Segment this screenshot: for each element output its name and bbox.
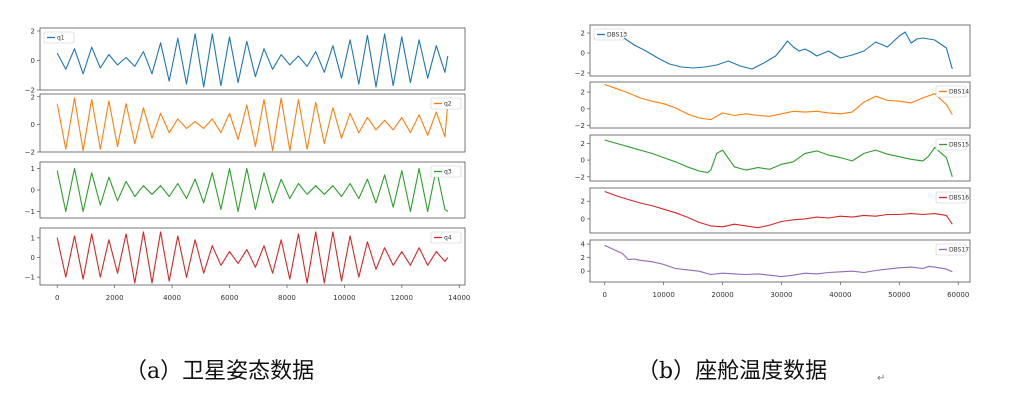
y-tick-label: 0 (31, 121, 35, 129)
y-tick-label: 0 (581, 105, 585, 113)
x-tick-label: 0 (602, 291, 606, 299)
legend-box (935, 191, 967, 204)
subplot-dbs13: 2 0 −2 DBS13 (575, 24, 971, 78)
legend-label: DBS13 (607, 32, 627, 39)
legend-label: DBS16 (949, 195, 969, 202)
x-tick-label: 60000 (947, 291, 969, 299)
x-tick-label: 10000 (333, 294, 355, 302)
x-tick-label: 2000 (106, 294, 124, 302)
y-tick-label: 2 (31, 27, 35, 35)
y-tick-label: 2 (581, 198, 585, 206)
legend-box (43, 31, 75, 44)
x-tick-label: 6000 (221, 294, 239, 302)
paragraph-mark-icon: ↵ (877, 373, 885, 384)
legend-label: DBS14 (949, 89, 969, 96)
legend-label: q1 (57, 35, 65, 42)
series-line-q4 (56, 231, 449, 284)
legend-box (935, 85, 967, 98)
y-tick-label: 2 (581, 254, 585, 262)
axes-frame (589, 81, 971, 129)
legend-label: q2 (444, 101, 452, 108)
axes-frame (589, 187, 971, 234)
legend-box (430, 97, 462, 110)
subplot-q3: 1 0 −1 q3 (25, 161, 466, 219)
y-tick-label: −2 (575, 173, 585, 181)
x-tick-label: 30000 (770, 291, 792, 299)
x-tick-label: 4000 (163, 294, 181, 302)
series-line-dbs15 (604, 139, 953, 177)
legend-label: DBS17 (949, 247, 969, 254)
y-tick-label: 2 (581, 89, 585, 97)
y-tick-label: −1 (25, 208, 35, 216)
y-tick-label: 0 (581, 50, 585, 58)
subplot-q4: 1 0 −1 0 2000 4000 6000 8000 10000 12000 14000 q4 (25, 227, 470, 302)
y-tick-label: −2 (575, 70, 585, 78)
y-tick-label: 1 (31, 234, 35, 242)
y-tick-label: 0 (581, 157, 585, 165)
legend-box (430, 165, 462, 178)
subplot-dbs17: 4 2 0 0 10000 20000 30000 40000 50000 60000 DBS17 (581, 239, 971, 299)
y-tick-label: 2 (581, 30, 585, 38)
series-line-q3 (56, 167, 449, 213)
legend: DBS16 (935, 191, 969, 204)
subplot-q1: 2 0 −2 q1 (25, 27, 466, 95)
caption-a: （a）卫星姿态数据 (125, 359, 314, 384)
x-tick-label: 0 (55, 294, 59, 302)
y-tick-label: 1 (31, 165, 35, 173)
series-line-dbs14 (604, 83, 953, 121)
subplot-q2: 2 0 −2 q2 (25, 93, 466, 157)
legend: q2 (430, 97, 462, 110)
y-tick-label: −2 (25, 149, 35, 157)
series-line-q2 (56, 97, 449, 152)
legend-label: q3 (444, 169, 452, 176)
legend: DBS17 (935, 243, 969, 256)
legend: DBS15 (935, 138, 969, 151)
series-line-dbs17 (604, 244, 953, 278)
y-tick-label: −1 (25, 274, 35, 282)
y-tick-label: 2 (581, 140, 585, 148)
axes-frame (589, 134, 971, 182)
caption-b: （b）座舱温度数据 (637, 359, 827, 384)
subplot-dbs16: 2 0 DBS16 (581, 187, 971, 234)
x-tick-label: 40000 (829, 291, 851, 299)
x-tick-label: 12000 (391, 294, 413, 302)
legend-box (935, 138, 967, 151)
legend: DBS13 (593, 28, 627, 41)
axes-frame (39, 93, 466, 153)
y-tick-label: 2 (31, 93, 35, 101)
x-tick-label: 14000 (448, 294, 470, 302)
legend: q3 (430, 165, 462, 178)
subplot-dbs14: 2 0 −2 DBS14 (575, 81, 971, 130)
x-tick-label: 20000 (711, 291, 733, 299)
legend: q4 (430, 231, 462, 244)
chart-b-cabin-temperature: 2 0 −2 DBS13 2 0 −2 DBS14 2 0 −2 DBS15 2 0 DBS16 4 2 0 0 10… (575, 24, 971, 299)
x-tick-label: 10000 (653, 291, 675, 299)
series-line-dbs16 (604, 190, 953, 229)
x-tick-label: 8000 (278, 294, 296, 302)
series-line-dbs13 (604, 28, 953, 70)
y-tick-label: 0 (31, 254, 35, 262)
y-tick-label: −2 (25, 87, 35, 95)
y-tick-label: 0 (31, 57, 35, 65)
x-tick-label: 50000 (888, 291, 910, 299)
series-line-q1 (56, 33, 449, 88)
legend: DBS14 (935, 85, 969, 98)
axes-frame (39, 161, 466, 219)
y-tick-label: −2 (575, 122, 585, 130)
legend-label: q4 (444, 235, 452, 242)
legend-box (593, 28, 625, 41)
axes-frame (589, 239, 971, 283)
legend-box (430, 231, 462, 244)
legend-box (935, 243, 967, 256)
axes-frame (39, 227, 466, 286)
legend-label: DBS15 (949, 142, 969, 149)
y-tick-label: 0 (31, 187, 35, 195)
y-tick-label: 4 (581, 241, 586, 249)
legend: q1 (43, 31, 75, 44)
y-tick-label: 0 (581, 268, 585, 276)
subplot-dbs15: 2 0 −2 DBS15 (575, 134, 971, 182)
y-tick-label: 0 (581, 215, 585, 223)
